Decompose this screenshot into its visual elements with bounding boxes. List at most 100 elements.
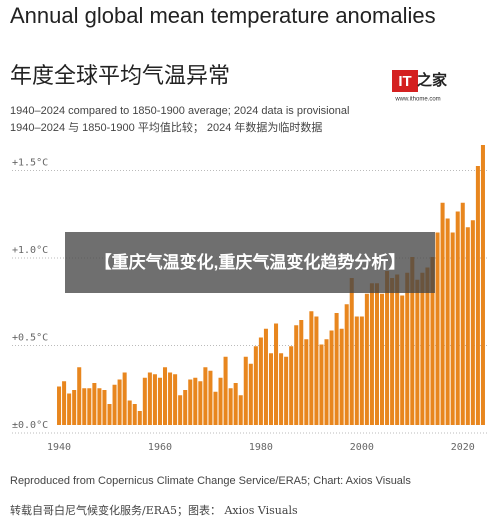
bar bbox=[223, 356, 228, 425]
bar bbox=[274, 323, 279, 425]
bar bbox=[228, 388, 233, 425]
x-tick-label: 2000 bbox=[350, 442, 374, 453]
subtitle-zh: 1940–2024 与 1850-1900 平均值比较； 2024 年数据为临时… bbox=[10, 120, 322, 134]
subtitle: 1940–2024 compared to 1850-1900 average;… bbox=[10, 105, 349, 117]
y-tick-label: +1.5°C bbox=[12, 158, 48, 169]
bar bbox=[465, 227, 470, 425]
y-tick-label: +1.0°C bbox=[12, 245, 48, 256]
bar bbox=[198, 381, 203, 425]
bar bbox=[117, 379, 122, 425]
bar bbox=[188, 379, 193, 425]
bar bbox=[107, 404, 112, 425]
bar bbox=[309, 311, 314, 425]
bar bbox=[233, 383, 238, 425]
bar bbox=[405, 272, 410, 425]
x-tick-label: 1940 bbox=[47, 442, 71, 453]
bar bbox=[218, 377, 223, 425]
bar bbox=[62, 381, 67, 425]
bar bbox=[127, 400, 132, 425]
bar bbox=[334, 313, 339, 425]
overlay-banner: 【重庆气温变化,重庆气温变化趋势分析】 bbox=[65, 232, 435, 293]
bar bbox=[168, 372, 173, 425]
bar bbox=[344, 304, 349, 425]
bar bbox=[455, 211, 460, 425]
bar bbox=[87, 388, 92, 425]
bar bbox=[435, 232, 440, 425]
bar bbox=[284, 356, 289, 425]
bar bbox=[380, 293, 385, 425]
x-tick-label: 1960 bbox=[148, 442, 172, 453]
bar bbox=[359, 316, 364, 425]
bar bbox=[203, 367, 208, 425]
bar bbox=[299, 320, 304, 425]
bar bbox=[268, 353, 274, 425]
bar bbox=[243, 356, 248, 425]
bar bbox=[279, 353, 284, 425]
bar bbox=[213, 391, 218, 425]
bar bbox=[410, 257, 415, 425]
bar bbox=[147, 372, 152, 425]
bar bbox=[314, 316, 319, 425]
bar bbox=[324, 339, 329, 425]
source-zh: 转载自哥白尼气候变化服务/ERA5；图表： Axios Visuals bbox=[10, 503, 298, 517]
bar bbox=[460, 202, 465, 425]
bar bbox=[162, 367, 168, 425]
bar bbox=[82, 388, 87, 425]
bar bbox=[354, 316, 359, 425]
y-tick-label: ±0.0°C bbox=[12, 420, 48, 431]
bar bbox=[425, 267, 430, 425]
logo-url: www.ithome.com bbox=[394, 97, 440, 103]
bar bbox=[294, 325, 299, 425]
logo-box bbox=[392, 70, 418, 92]
bar bbox=[480, 145, 485, 425]
bar bbox=[400, 295, 405, 425]
bar bbox=[137, 411, 142, 425]
bar bbox=[450, 232, 455, 425]
bar bbox=[475, 166, 480, 425]
bar bbox=[470, 220, 475, 425]
bar bbox=[385, 271, 390, 425]
bar bbox=[374, 283, 379, 425]
bar bbox=[183, 390, 188, 425]
bar bbox=[173, 374, 178, 425]
bar bbox=[97, 388, 102, 425]
bar bbox=[258, 337, 263, 425]
bar bbox=[67, 393, 72, 425]
bar bbox=[157, 377, 162, 425]
bar bbox=[420, 272, 425, 425]
bar bbox=[319, 344, 324, 425]
bar bbox=[132, 404, 137, 425]
bar bbox=[193, 377, 198, 425]
bar bbox=[178, 395, 183, 425]
bar bbox=[339, 328, 344, 425]
bar bbox=[289, 346, 294, 425]
bar bbox=[77, 367, 82, 425]
logo-brand-zh: 之家 bbox=[417, 71, 447, 89]
bar bbox=[304, 339, 309, 425]
bar bbox=[122, 372, 127, 425]
x-tick-label: 1980 bbox=[249, 442, 273, 453]
y-tick-label: +0.5°C bbox=[12, 333, 48, 344]
bar bbox=[253, 346, 258, 425]
bar bbox=[369, 283, 374, 425]
bar bbox=[263, 328, 268, 425]
bar bbox=[57, 386, 62, 425]
bar bbox=[430, 257, 435, 425]
bar bbox=[142, 377, 147, 425]
bar bbox=[395, 274, 400, 425]
bar bbox=[152, 374, 157, 425]
bar bbox=[329, 330, 334, 425]
chart-title: Annual global mean temperature anomalies bbox=[10, 3, 436, 28]
bar bbox=[102, 390, 107, 425]
x-tick-label: 2020 bbox=[451, 442, 475, 453]
source: Reproduced from Copernicus Climate Chang… bbox=[10, 475, 411, 487]
bar bbox=[349, 278, 354, 425]
bar bbox=[415, 279, 420, 425]
bar bbox=[364, 293, 369, 425]
bar bbox=[208, 370, 213, 425]
bar bbox=[440, 202, 445, 425]
bar bbox=[92, 383, 97, 425]
bar bbox=[445, 218, 450, 425]
